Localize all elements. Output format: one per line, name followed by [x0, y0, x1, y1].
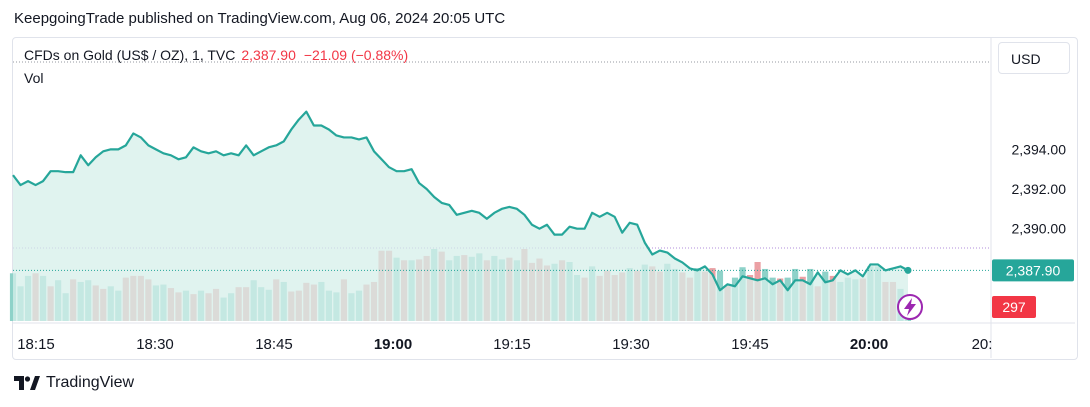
symbol-label[interactable]: CFDs on Gold (US$ / OZ), 1, TVC	[24, 47, 236, 63]
last-price-box	[992, 259, 1074, 282]
x-tick-label: 18:15	[17, 336, 55, 353]
legend-change: −21.09 (−0.88%)	[303, 47, 409, 63]
price-line	[12, 110, 909, 292]
x-tick-label: 18:45	[255, 336, 293, 353]
x-tick-label: 19:30	[612, 336, 650, 353]
x-tick-label: 18:30	[136, 336, 174, 353]
last-volume-label: 297	[1002, 299, 1026, 315]
y-tick-label: 2,394.00	[1012, 141, 1067, 157]
last-price-label: 2,387.90	[1006, 262, 1061, 278]
tradingview-logo[interactable]: TradingView	[14, 374, 134, 392]
y-tick-label: 2,390.00	[1012, 221, 1067, 237]
tradingview-brand: TradingView	[46, 374, 135, 391]
chart-frame	[12, 37, 1078, 360]
y-tick-label: 2,392.00	[1012, 181, 1067, 197]
legend-price: 2,387.90	[241, 47, 296, 63]
price-area	[13, 111, 908, 321]
tradingview-logo-icon	[14, 376, 40, 390]
last-price-dot	[904, 266, 912, 274]
volume-label[interactable]: Vol	[24, 70, 44, 86]
x-tick-label: 20:00	[850, 336, 888, 353]
currency-button[interactable]: USD	[998, 42, 1070, 74]
last-volume-box	[992, 296, 1036, 318]
x-tick-label: 19:00	[374, 336, 412, 353]
x-tick-label: 19:15	[493, 336, 531, 353]
chart-legend: CFDs on Gold (US$ / OZ), 1, TVC 2,387.90−…	[24, 47, 408, 63]
lightning-icon[interactable]	[897, 294, 923, 320]
x-tick-label: 20:	[972, 336, 993, 353]
publisher-header: KeepgoingTrade published on TradingView.…	[14, 10, 506, 27]
x-tick-label: 19:45	[731, 336, 769, 353]
